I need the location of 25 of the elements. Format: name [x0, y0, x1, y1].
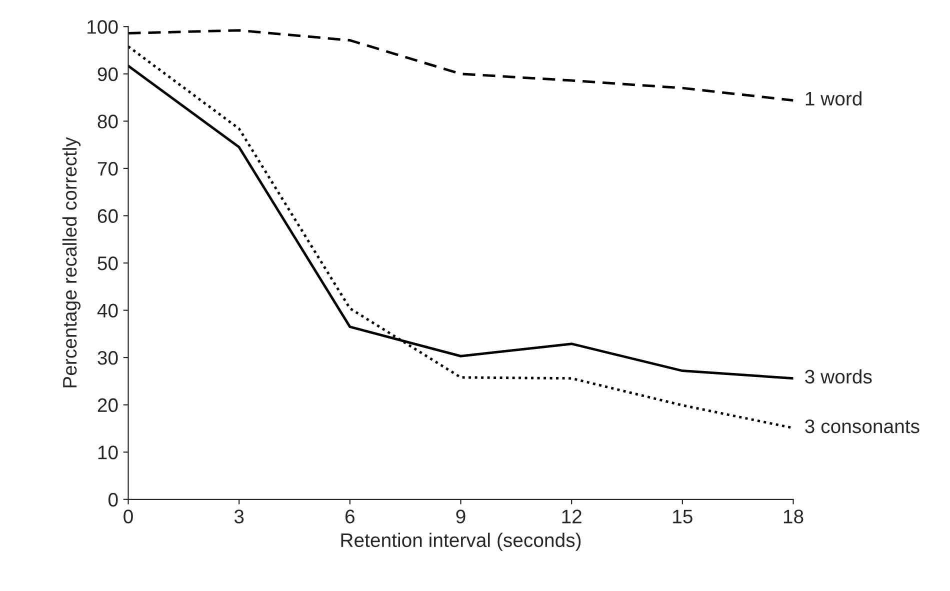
- series-label: 3 words: [805, 369, 872, 384]
- x-tick-label: 9: [456, 510, 466, 524]
- y-tick-label: 60: [98, 209, 118, 223]
- series-label: 3 consonants: [805, 419, 920, 434]
- y-axis-title: Percentage recalled correctly: [62, 137, 81, 388]
- y-tick-label: 100: [88, 20, 118, 34]
- x-tick-label: 12: [562, 510, 582, 524]
- y-tick-label: 70: [98, 162, 118, 176]
- y-tick-label: 30: [98, 351, 118, 365]
- y-tick-label: 80: [98, 114, 118, 128]
- series-label: 1 word: [806, 91, 862, 106]
- line-series: [128, 29, 794, 102]
- y-tick-label: 0: [108, 492, 118, 507]
- x-tick-label: 3: [234, 510, 244, 524]
- x-tick-label: 6: [346, 510, 354, 524]
- y-tick-label: 20: [98, 398, 118, 412]
- y-tick-label: 40: [97, 304, 118, 318]
- y-tick-label: 10: [98, 446, 118, 460]
- line-series: [128, 45, 794, 430]
- y-tick-label: 90: [98, 67, 118, 82]
- x-tick-label: 18: [784, 510, 804, 524]
- x-tick-label: 0: [124, 510, 133, 524]
- y-tick-label: 50: [98, 256, 118, 270]
- x-axis-title: Retention interval (seconds): [341, 532, 581, 551]
- x-tick-label: 15: [673, 510, 692, 524]
